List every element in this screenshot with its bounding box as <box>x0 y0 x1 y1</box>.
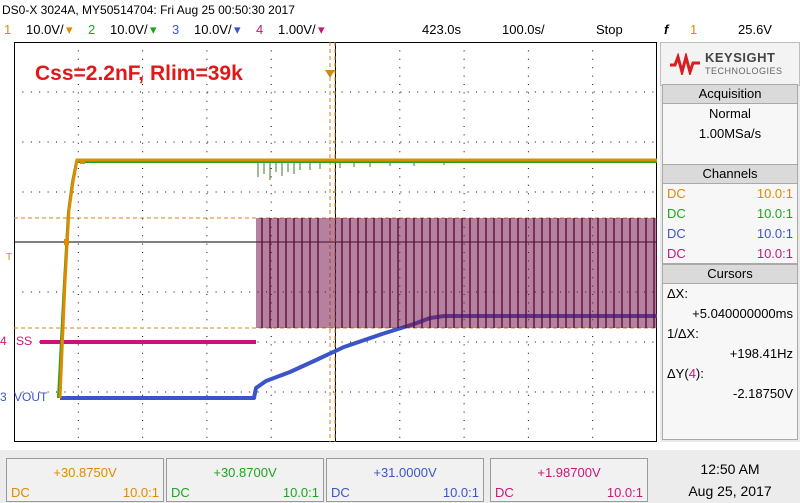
ch4-coupling: DC <box>495 485 514 500</box>
trigger-level-marker[interactable]: T <box>6 252 13 263</box>
inverse-delta-x-value: +198.41Hz <box>729 346 793 361</box>
channels-title: Channels <box>663 165 797 184</box>
clock-time: 12:50 AM <box>700 461 760 477</box>
ch2-scale[interactable]: 10.0V/ <box>110 22 148 37</box>
ch3-marker-number: 3 <box>0 390 7 404</box>
channel-2-coupling: DC <box>667 206 686 221</box>
right-info-panel: KEYSIGHT TECHNOLOGIES Acquisition Normal… <box>660 42 800 442</box>
ch1-scale-arrow: ▾ <box>66 22 73 37</box>
ch3-measurement[interactable]: +31.0000V DC 10.0:1 <box>326 458 484 502</box>
graticule <box>14 42 657 442</box>
delta-y-value: -2.18750V <box>733 386 793 401</box>
acquisition-section[interactable]: Acquisition Normal 1.00MSa/s <box>662 84 798 166</box>
switching-burst <box>256 218 657 328</box>
ch4-ratio: 10.0:1 <box>606 485 643 500</box>
ch3-ratio: 10.0:1 <box>442 485 479 500</box>
keysight-logo: KEYSIGHT TECHNOLOGIES <box>660 42 800 86</box>
channel-3-ratio: 10.0:1 <box>756 226 793 241</box>
ch4-ground-marker[interactable]: 4 SS <box>0 334 32 348</box>
channel-1-coupling: DC <box>667 186 686 201</box>
ch3-number[interactable]: 3 <box>172 22 180 37</box>
cursors-title: Cursors <box>663 265 797 284</box>
run-state[interactable]: Stop <box>596 22 623 37</box>
ch4-number[interactable]: 4 <box>256 22 264 37</box>
delta-y-label: ΔY(4): <box>667 366 704 381</box>
ch1-number[interactable]: 1 <box>4 22 12 37</box>
annotation-label: Css=2.2nF, Rlim=39k <box>35 62 243 85</box>
channel-4-ratio: 10.0:1 <box>756 246 793 261</box>
ch2-coupling: DC <box>171 485 190 500</box>
channel-1-ratio: 10.0:1 <box>756 186 793 201</box>
channel-row-3[interactable]: DC 10.0:1 <box>663 224 797 244</box>
acquisition-title: Acquisition <box>663 85 797 104</box>
ch4-marker-number: 4 <box>0 334 7 348</box>
ch3-scale[interactable]: 10.0V/ <box>194 22 232 37</box>
ch2-scale-arrow: ▾ <box>150 22 157 37</box>
acquisition-mode: Normal <box>709 106 751 121</box>
channels-section[interactable]: Channels DC 10.0:1 DC 10.0:1 DC 10.0:1 D… <box>662 164 798 264</box>
inverse-delta-x-label: 1/ΔX: <box>667 326 699 341</box>
ch4-scale[interactable]: 1.00V/ <box>278 22 316 37</box>
ch4-marker-label: SS <box>16 334 33 348</box>
waveform-display[interactable]: Css=2.2nF, Rlim=39k T 4 SS 3 VOUT <box>0 42 660 442</box>
bottom-status-bar: +30.8750V DC 10.0:1 +30.8700V DC 10.0:1 … <box>0 450 800 503</box>
timebase-readout[interactable]: 100.0s/ <box>502 22 545 37</box>
trigger-channel[interactable]: 1 <box>690 22 698 37</box>
ch4-scale-arrow: ▾ <box>318 22 325 37</box>
keysight-wave-icon <box>670 53 700 75</box>
brand-name: KEYSIGHT <box>705 50 776 65</box>
ch1-coupling: DC <box>11 485 30 500</box>
ch3-marker-label: VOUT <box>14 390 48 404</box>
ch3-scale-arrow: ▾ <box>234 22 241 37</box>
ch3-coupling: DC <box>331 485 350 500</box>
ch2-ratio: 10.0:1 <box>282 485 319 500</box>
ch1-ratio: 10.0:1 <box>122 485 159 500</box>
trigger-level[interactable]: 25.6V <box>738 22 772 37</box>
channel-scale-bar: 1 10.0V/ ▾ 2 10.0V/ ▾ 3 10.0V/ ▾ 4 1.00V… <box>0 22 800 40</box>
channel-4-coupling: DC <box>667 246 686 261</box>
clock: 12:50 AM Aug 25, 2017 <box>660 458 800 502</box>
channel-3-coupling: DC <box>667 226 686 241</box>
ch2-value: +30.8700V <box>213 465 277 480</box>
ch1-value: +30.8750V <box>53 465 117 480</box>
channel-row-4[interactable]: DC 10.0:1 <box>663 244 797 264</box>
brand-subtitle: TECHNOLOGIES <box>705 66 783 76</box>
window-title: DS0-X 3024A, MY50514704: Fri Aug 25 00:5… <box>2 3 295 17</box>
trigger-edge-icon: f <box>664 22 669 37</box>
ch4-value: +1.98700V <box>537 465 601 480</box>
delta-x-label: ΔX: <box>667 286 688 301</box>
channel-2-ratio: 10.0:1 <box>756 206 793 221</box>
sample-rate: 1.00MSa/s <box>698 126 762 141</box>
channel-row-2[interactable]: DC 10.0:1 <box>663 204 797 224</box>
ch2-measurement[interactable]: +30.8700V DC 10.0:1 <box>166 458 324 502</box>
delta-x-value: +5.040000000ms <box>692 306 793 321</box>
clock-date: Aug 25, 2017 <box>688 483 772 499</box>
ch1-measurement[interactable]: +30.8750V DC 10.0:1 <box>6 458 164 502</box>
delta-y-channel: 4 <box>688 366 696 381</box>
cursors-section[interactable]: Cursors ΔX: +5.040000000ms 1/ΔX: +198.41… <box>662 264 798 440</box>
delay-readout[interactable]: 423.0s <box>422 22 462 37</box>
ch2-number[interactable]: 2 <box>88 22 96 37</box>
ch4-measurement[interactable]: +1.98700V DC 10.0:1 <box>490 458 648 502</box>
channel-row-1[interactable]: DC 10.0:1 <box>663 184 797 204</box>
ch1-scale[interactable]: 10.0V/ <box>26 22 64 37</box>
ch3-ground-marker[interactable]: 3 VOUT <box>0 390 47 404</box>
ch3-value: +31.0000V <box>373 465 437 480</box>
